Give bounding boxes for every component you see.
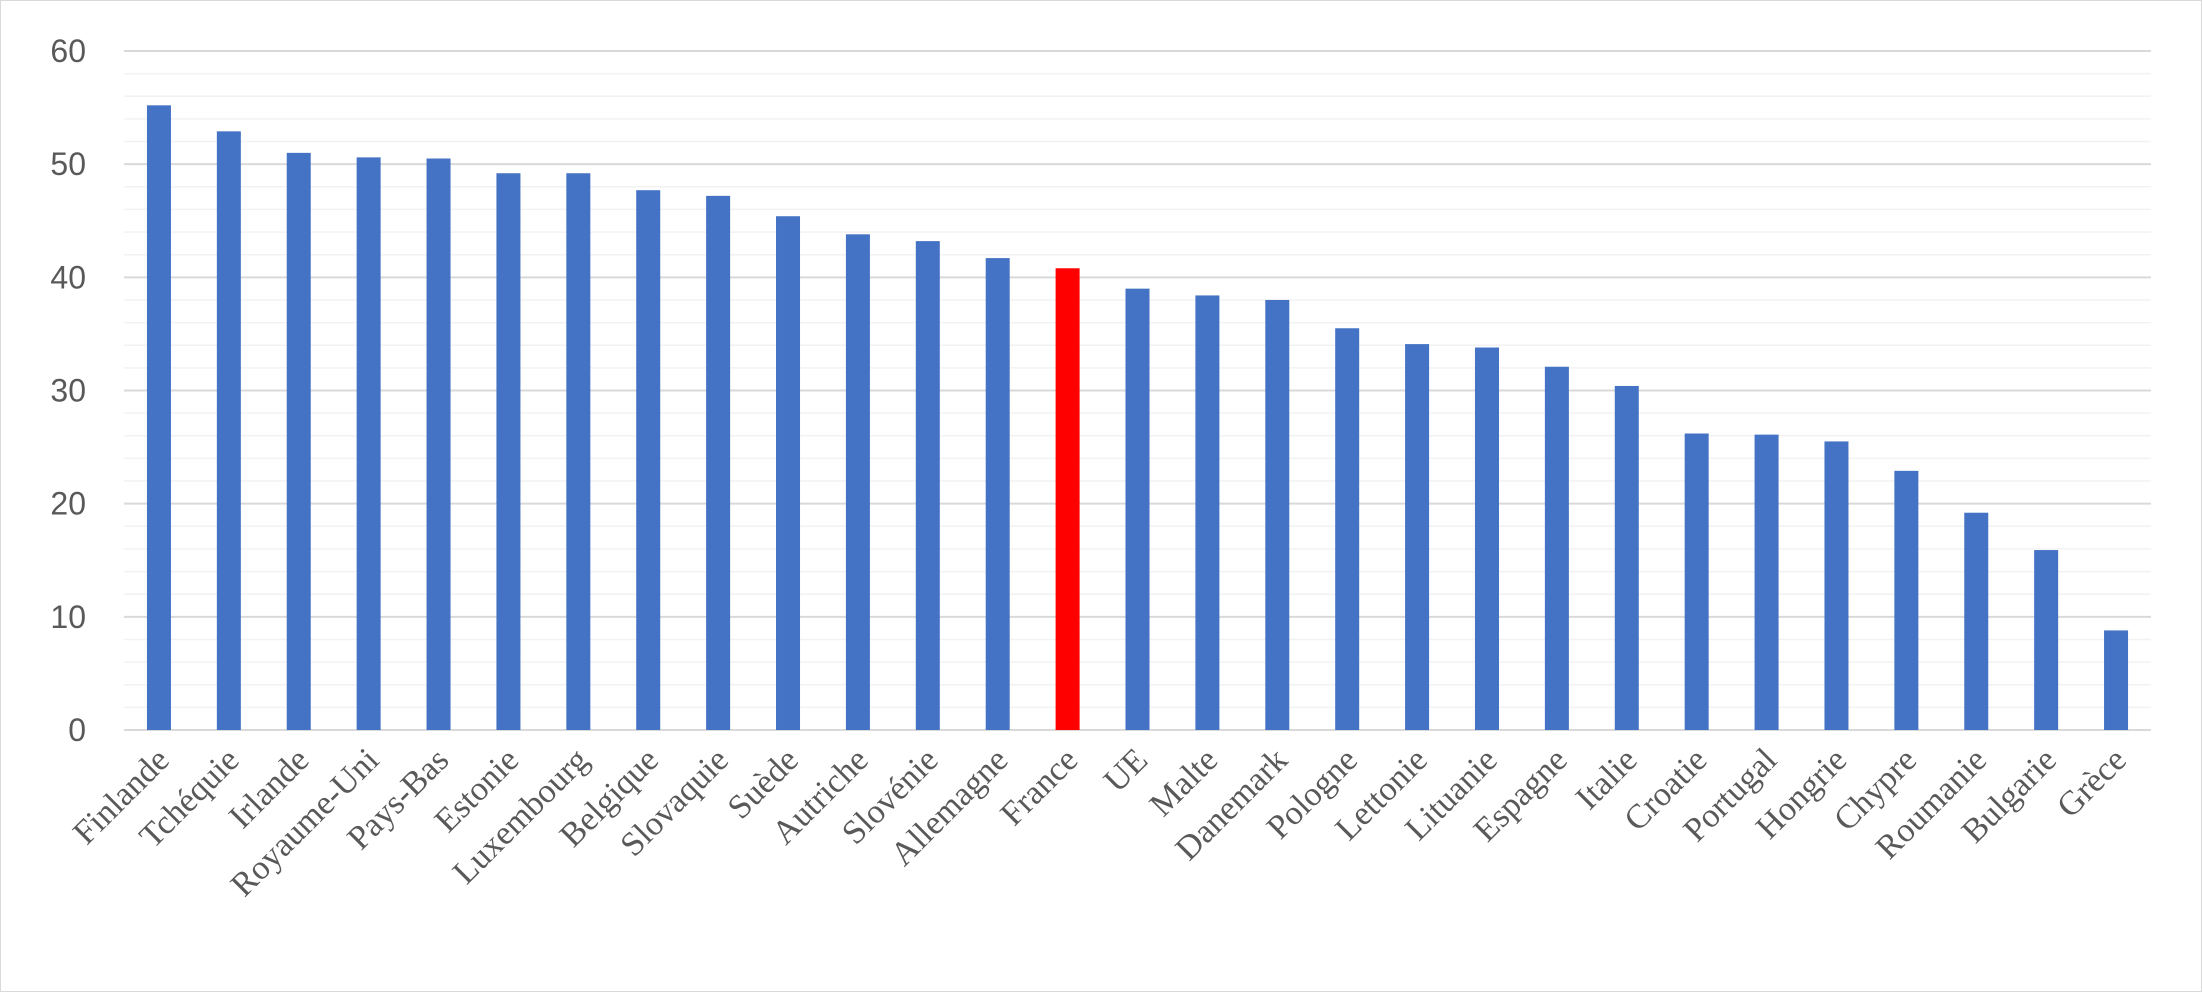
bar-croatie — [1684, 433, 1709, 730]
bar-belgique — [636, 190, 661, 730]
bar-allemagne — [985, 258, 1010, 730]
bar-portugal — [1754, 434, 1779, 730]
bar-danemark — [1265, 299, 1290, 730]
x-tick-label: Grèce — [2050, 741, 2134, 825]
bar-gr-ce — [2104, 630, 2129, 730]
x-tick-label: UE — [1097, 741, 1155, 799]
bar-slovaquie — [706, 195, 731, 730]
bar-hongrie — [1824, 441, 1849, 730]
bar-lettonie — [1405, 344, 1430, 730]
y-tick-label: 30 — [50, 373, 86, 409]
x-axis-ticks: FinlandeTchéquieIrlandeRoyaume-UniPays-B… — [66, 741, 2133, 903]
bar-pologne — [1335, 328, 1360, 730]
bar-luxembourg — [566, 173, 591, 731]
bars — [146, 105, 2129, 731]
bar-pays-bas — [426, 158, 451, 731]
y-tick-label: 10 — [50, 599, 86, 635]
bar-irlande — [286, 152, 311, 731]
bar-su-de — [776, 216, 801, 730]
bar-bulgarie — [2034, 550, 2059, 730]
bar-espagne — [1544, 366, 1569, 730]
bar-italie — [1614, 385, 1639, 730]
bar-france — [1055, 268, 1080, 730]
y-axis-ticks: 0 10 20 30 40 50 60 — [50, 33, 86, 748]
bar-lituanie — [1474, 347, 1499, 730]
bar-estonie — [496, 173, 521, 731]
y-tick-label: 0 — [68, 712, 86, 748]
bar-ue — [1125, 288, 1150, 730]
bar-finlande — [146, 105, 171, 730]
y-tick-label: 20 — [50, 486, 86, 522]
x-tick-label: France — [994, 741, 1086, 833]
bar-autriche — [845, 234, 870, 730]
bar-slov-nie — [915, 241, 940, 730]
y-tick-label: 50 — [50, 146, 86, 182]
y-tick-label: 60 — [50, 33, 86, 69]
bar-roumanie — [1964, 512, 1989, 730]
bar-tch-quie — [216, 131, 241, 730]
bar-royaume-uni — [356, 157, 381, 731]
y-tick-label: 40 — [50, 259, 86, 295]
bar-chypre — [1894, 470, 1919, 730]
bar-malte — [1195, 295, 1220, 730]
